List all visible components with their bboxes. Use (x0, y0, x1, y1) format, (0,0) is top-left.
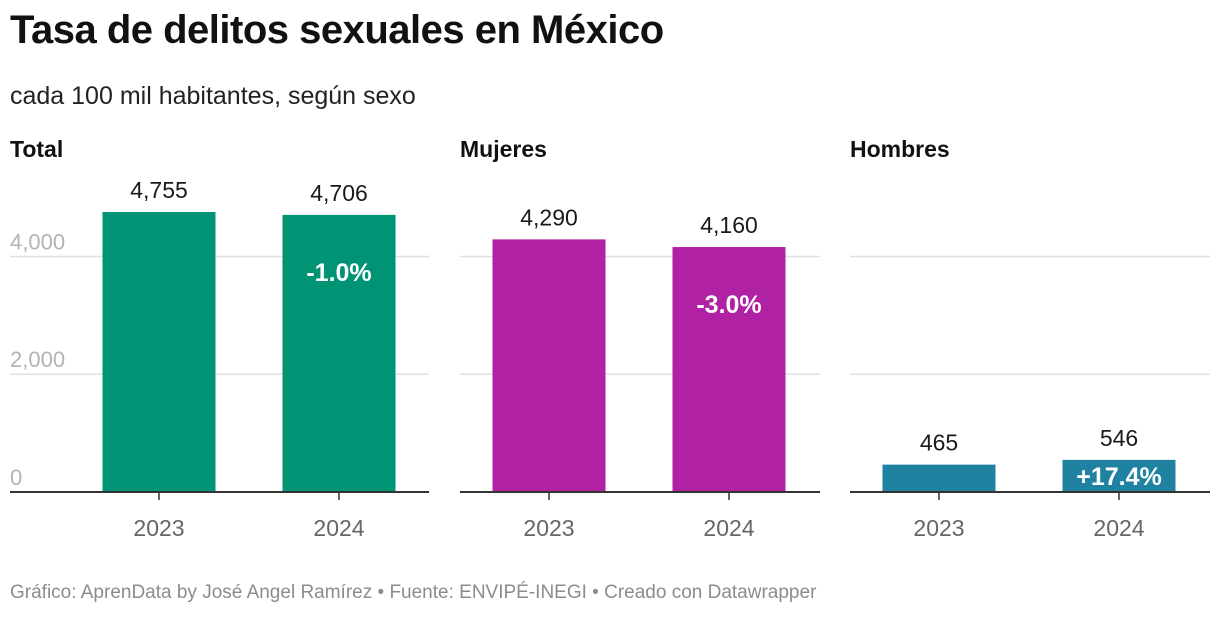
bar (492, 239, 606, 492)
y-tick-label: 0 (10, 465, 22, 490)
y-tick-label: 4,000 (10, 229, 65, 254)
change-percent-label: -1.0% (306, 259, 371, 287)
bar (672, 247, 786, 492)
panel-title-hombres: Hombres (850, 136, 950, 162)
x-category-label: 2024 (703, 515, 754, 541)
x-category-label: 2023 (133, 515, 184, 541)
chart-title: Tasa de delitos sexuales en México (10, 8, 664, 52)
x-category-label: 2024 (1093, 515, 1144, 541)
bar-charts: 0 2,000 4,000 4,755 2023 4,706 2024 -1.0% 4,290 2… (10, 177, 1210, 541)
panel-title-mujeres: Mujeres (460, 136, 547, 162)
x-category-label: 2023 (913, 515, 964, 541)
bar-value-label: 4,755 (130, 177, 188, 203)
bar (882, 464, 996, 492)
chart-subtitle: cada 100 mil habitantes, según sexo (10, 82, 416, 110)
bar-value-label: 546 (1100, 425, 1138, 451)
x-category-label: 2023 (523, 515, 574, 541)
change-percent-label: +17.4% (1076, 463, 1162, 491)
change-percent-label: -3.0% (696, 291, 761, 319)
panel-title-total: Total (10, 136, 64, 162)
footer-credits: Gráfico: AprenData by José Angel Ramírez… (10, 582, 817, 603)
x-category-label: 2024 (313, 515, 364, 541)
bar-value-label: 4,706 (310, 180, 368, 206)
bar-value-label: 4,290 (520, 204, 578, 230)
bar (282, 214, 396, 493)
bar (1062, 459, 1176, 492)
bar (102, 212, 216, 492)
y-tick-label: 2,000 (10, 347, 65, 372)
bar-value-label: 465 (920, 430, 958, 456)
bar-value-label: 4,160 (700, 212, 758, 238)
